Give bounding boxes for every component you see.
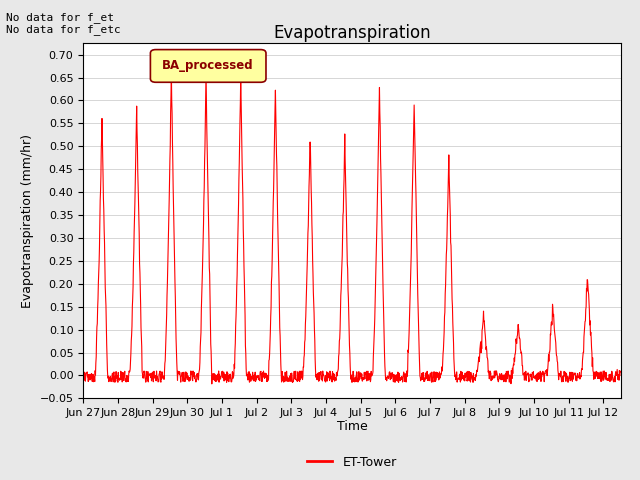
Y-axis label: Evapotranspiration (mm/hr): Evapotranspiration (mm/hr)	[21, 134, 34, 308]
Text: No data for f_etc: No data for f_etc	[6, 24, 121, 35]
X-axis label: Time: Time	[337, 420, 367, 432]
FancyBboxPatch shape	[150, 49, 266, 82]
Legend: ET-Tower: ET-Tower	[302, 451, 402, 474]
Title: Evapotranspiration: Evapotranspiration	[273, 24, 431, 42]
Text: No data for f_et: No data for f_et	[6, 12, 115, 23]
Text: BA_processed: BA_processed	[162, 60, 253, 72]
